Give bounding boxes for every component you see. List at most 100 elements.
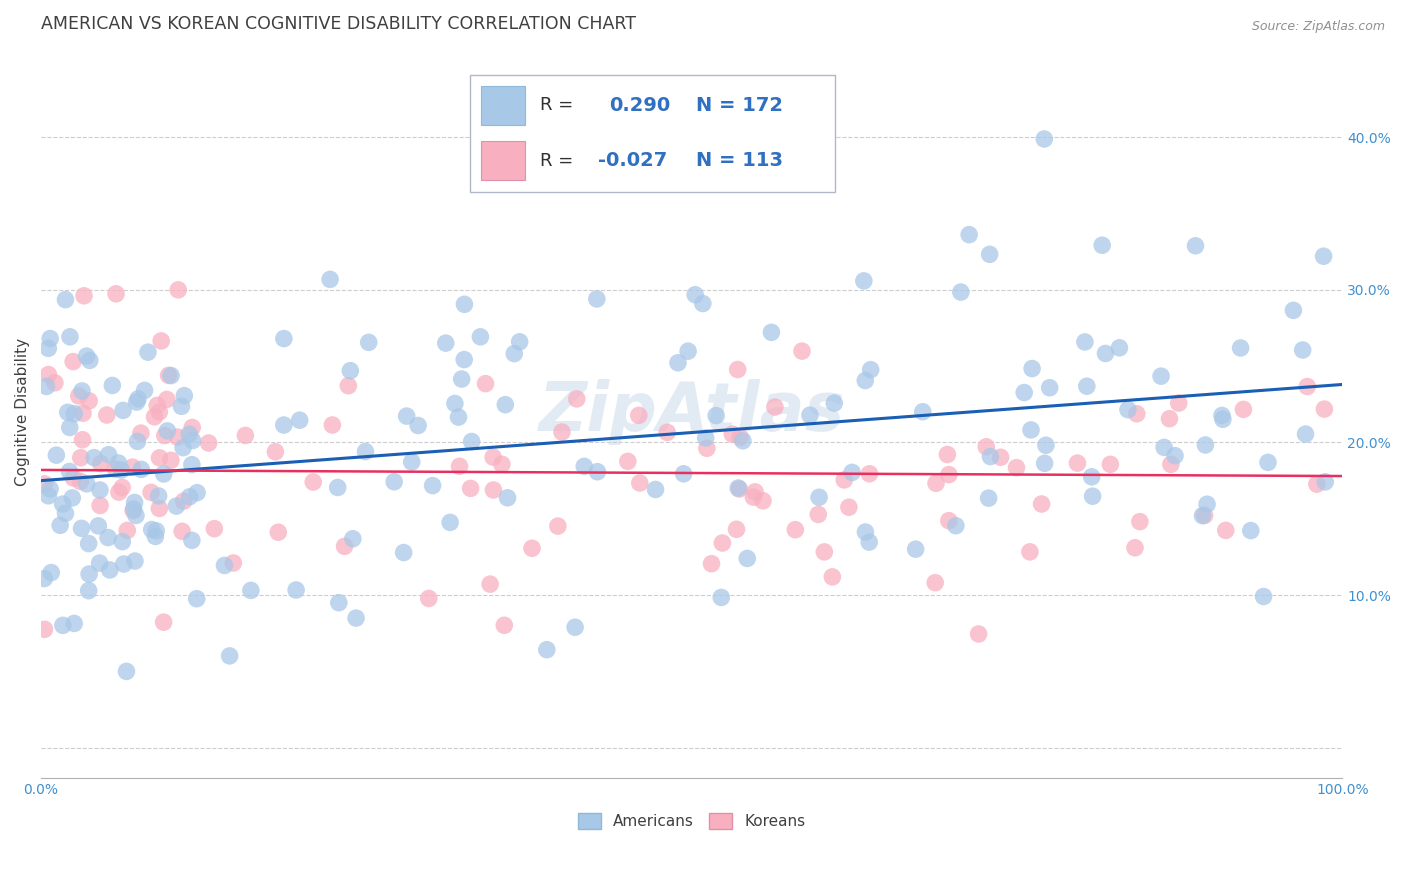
- Koreans: [482, 483, 505, 497]
- Americans: [1312, 249, 1334, 263]
- Americans: [945, 518, 967, 533]
- Americans: [564, 620, 586, 634]
- Koreans: [117, 524, 139, 538]
- Americans: [666, 356, 689, 370]
- Koreans: [1160, 458, 1182, 472]
- Americans: [239, 583, 262, 598]
- Americans: [1150, 369, 1173, 384]
- Koreans: [974, 440, 997, 454]
- Americans: [344, 611, 367, 625]
- Americans: [1253, 590, 1275, 604]
- Text: Source: ZipAtlas.com: Source: ZipAtlas.com: [1251, 20, 1385, 33]
- Koreans: [1215, 524, 1237, 538]
- Koreans: [721, 427, 744, 442]
- Americans: [1240, 524, 1263, 538]
- Koreans: [148, 405, 170, 419]
- Koreans: [551, 425, 574, 439]
- Americans: [1211, 409, 1233, 423]
- Americans: [35, 379, 58, 393]
- Americans: [1012, 385, 1035, 400]
- Americans: [273, 417, 295, 432]
- Koreans: [77, 393, 100, 408]
- Koreans: [321, 417, 343, 432]
- Americans: [1295, 427, 1317, 442]
- Y-axis label: Cognitive Disability: Cognitive Disability: [15, 338, 30, 486]
- Koreans: [1099, 458, 1122, 472]
- Koreans: [711, 536, 734, 550]
- Koreans: [696, 442, 718, 456]
- Koreans: [267, 525, 290, 540]
- Koreans: [1031, 497, 1053, 511]
- Koreans: [460, 482, 482, 496]
- Koreans: [333, 539, 356, 553]
- Koreans: [832, 473, 855, 487]
- Text: ZipAtlas: ZipAtlas: [538, 379, 845, 445]
- Americans: [77, 536, 100, 550]
- Americans: [55, 293, 77, 307]
- Americans: [79, 353, 101, 368]
- Koreans: [148, 450, 170, 465]
- Koreans: [34, 623, 56, 637]
- Americans: [672, 467, 695, 481]
- Americans: [77, 567, 100, 582]
- Koreans: [148, 501, 170, 516]
- Koreans: [967, 627, 990, 641]
- Americans: [45, 448, 67, 462]
- Koreans: [89, 499, 111, 513]
- Americans: [89, 556, 111, 570]
- Americans: [285, 582, 308, 597]
- Koreans: [990, 450, 1012, 465]
- Americans: [59, 330, 82, 344]
- Koreans: [235, 428, 257, 442]
- Americans: [904, 542, 927, 557]
- Americans: [76, 349, 98, 363]
- Americans: [37, 341, 59, 355]
- Americans: [273, 332, 295, 346]
- Koreans: [129, 426, 152, 441]
- Americans: [453, 297, 475, 311]
- Americans: [98, 563, 121, 577]
- Koreans: [1066, 456, 1088, 470]
- Americans: [957, 227, 980, 242]
- Americans: [644, 483, 666, 497]
- Koreans: [152, 615, 174, 629]
- Americans: [731, 434, 754, 448]
- Americans: [63, 407, 86, 421]
- Americans: [328, 596, 350, 610]
- Americans: [422, 478, 444, 492]
- Americans: [799, 408, 821, 422]
- Koreans: [924, 575, 946, 590]
- Americans: [1076, 379, 1098, 393]
- Koreans: [1126, 407, 1149, 421]
- Americans: [101, 378, 124, 392]
- Americans: [122, 502, 145, 516]
- Americans: [107, 456, 129, 470]
- Koreans: [807, 508, 830, 522]
- Koreans: [160, 453, 183, 467]
- Koreans: [197, 436, 219, 450]
- Koreans: [938, 514, 960, 528]
- Americans: [855, 524, 877, 539]
- Americans: [911, 405, 934, 419]
- Americans: [145, 529, 167, 543]
- Americans: [949, 285, 972, 299]
- Koreans: [657, 425, 679, 440]
- Koreans: [37, 368, 59, 382]
- Americans: [382, 475, 405, 489]
- Koreans: [1232, 402, 1254, 417]
- Americans: [823, 396, 845, 410]
- Koreans: [813, 545, 835, 559]
- Americans: [574, 459, 596, 474]
- Americans: [1074, 334, 1097, 349]
- Americans: [1108, 341, 1130, 355]
- Americans: [453, 352, 475, 367]
- Americans: [110, 463, 132, 477]
- Americans: [447, 410, 470, 425]
- Americans: [853, 374, 876, 388]
- Koreans: [491, 458, 513, 472]
- Americans: [179, 427, 201, 442]
- Americans: [470, 330, 492, 344]
- Americans: [97, 531, 120, 545]
- Americans: [1081, 489, 1104, 503]
- Americans: [1033, 132, 1056, 146]
